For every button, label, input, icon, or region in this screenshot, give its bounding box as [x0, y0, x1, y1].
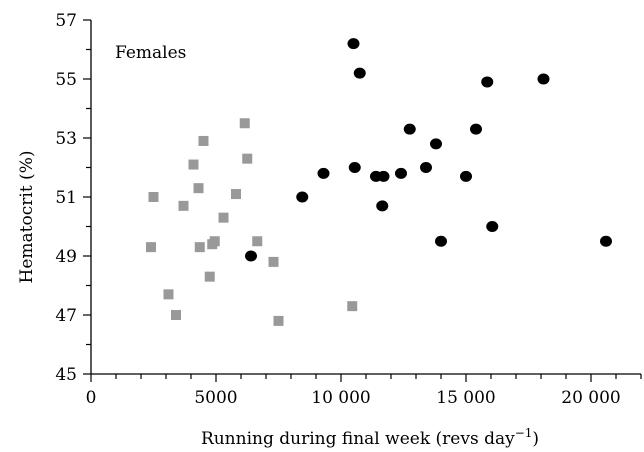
data-point-square [178, 200, 189, 211]
y-tick-label: 47 [55, 306, 77, 326]
data-point-circle [470, 123, 482, 135]
y-tick-label: 53 [55, 129, 77, 149]
y-tick-label: 55 [55, 70, 77, 90]
y-axis: 45 47 49 51 53 55 57 [55, 11, 92, 385]
data-point-circle [353, 67, 366, 79]
data-point-square [193, 183, 204, 194]
data-point-square [252, 236, 263, 247]
data-point-circle [460, 170, 472, 182]
data-point-square [268, 256, 279, 267]
x-axis-label-close: ) [532, 429, 539, 449]
data-point-square [146, 242, 156, 253]
data-point-circle [600, 235, 612, 247]
data-point-square [218, 212, 229, 223]
x-tick-label: 10 000 [311, 388, 370, 408]
data-point-circle [435, 235, 447, 247]
x-axis-label-superscript: −1 [515, 426, 533, 440]
x-tick-label: 0 [86, 388, 97, 408]
data-point-square [239, 118, 250, 129]
x-axis-label-main: Running during final week (revs day [201, 429, 515, 449]
x-axis: 0 5000 10 000 15 000 20 000 [86, 373, 642, 408]
data-point-circle [347, 38, 360, 50]
data-point-circle [348, 162, 361, 173]
data-point-square [231, 189, 241, 200]
data-point-square [188, 159, 199, 170]
data-point-circle [377, 170, 390, 182]
data-point-square [347, 301, 358, 312]
data-point-square [273, 315, 284, 326]
y-tick-label: 51 [55, 188, 77, 208]
data-point-square [171, 310, 181, 320]
y-tick-label: 49 [55, 247, 77, 267]
data-point-circle [537, 73, 550, 85]
data-point-circle [481, 76, 494, 88]
data-point-circle [245, 250, 257, 262]
data-points [146, 38, 612, 326]
data-point-circle [486, 221, 499, 232]
y-axis-label: Hematocrit (%) [17, 151, 37, 284]
data-point-square [204, 271, 215, 282]
x-axis-label: Running during final week (revs day−1) [201, 426, 539, 449]
y-tick-label: 45 [55, 365, 77, 385]
data-point-square [198, 135, 209, 146]
data-point-square [242, 153, 253, 164]
data-point-circle [430, 138, 442, 150]
y-tick-label: 57 [55, 11, 77, 31]
data-point-square [194, 242, 205, 253]
data-point-circle [376, 200, 389, 212]
x-tick-label: 15 000 [436, 388, 495, 408]
x-tick-label: 5000 [194, 388, 237, 408]
data-point-square [209, 236, 220, 247]
data-point-circle [403, 123, 416, 135]
chart-annotation: Females [115, 43, 186, 63]
x-tick-label: 20 000 [561, 388, 620, 408]
data-point-circle [317, 167, 330, 179]
data-point-square [148, 192, 159, 202]
data-point-circle [296, 191, 309, 203]
data-point-circle [420, 162, 432, 173]
data-point-square [163, 289, 174, 300]
data-point-circle [395, 167, 407, 179]
